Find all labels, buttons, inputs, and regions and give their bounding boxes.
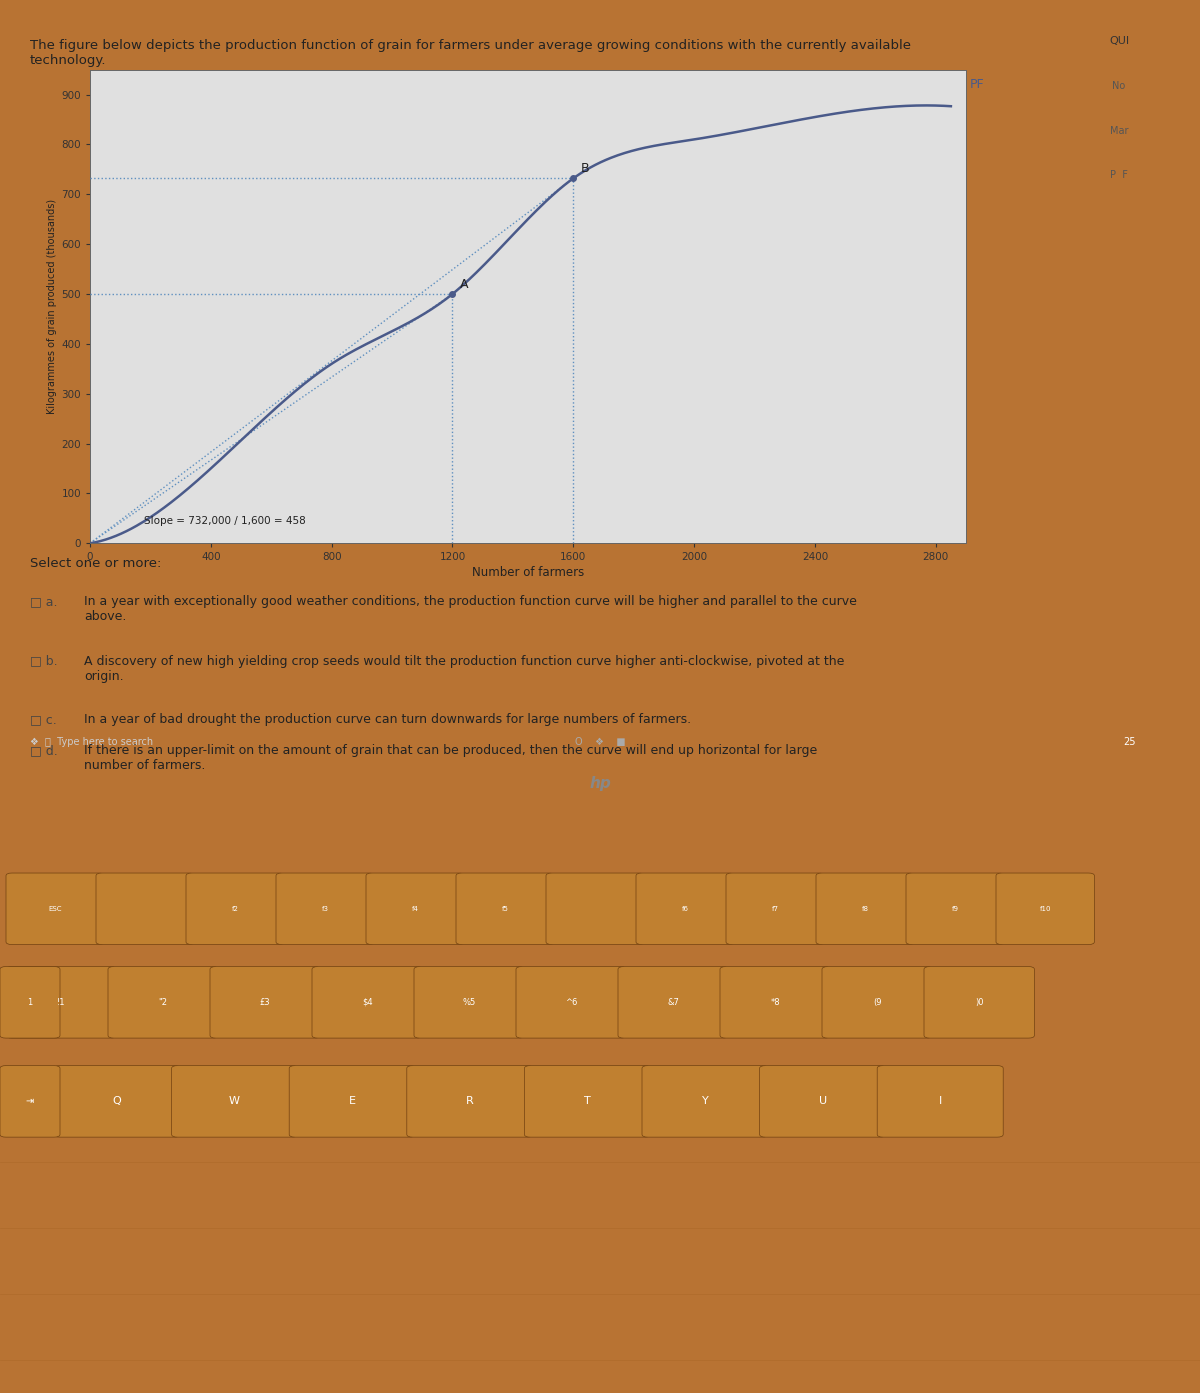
Text: W: W	[229, 1096, 240, 1106]
FancyBboxPatch shape	[456, 873, 554, 944]
FancyBboxPatch shape	[822, 967, 932, 1038]
FancyBboxPatch shape	[407, 1066, 533, 1137]
Text: %5: %5	[462, 997, 476, 1007]
FancyBboxPatch shape	[877, 1066, 1003, 1137]
Text: Mar: Mar	[1110, 125, 1128, 135]
Text: E: E	[349, 1096, 355, 1106]
FancyBboxPatch shape	[726, 873, 824, 944]
FancyBboxPatch shape	[0, 1066, 60, 1137]
Text: □ d.: □ d.	[30, 744, 58, 756]
FancyBboxPatch shape	[906, 873, 1004, 944]
FancyBboxPatch shape	[54, 1066, 180, 1137]
Text: If there is an upper-limit on the amount of grain that can be produced, then the: If there is an upper-limit on the amount…	[84, 744, 817, 772]
FancyBboxPatch shape	[618, 967, 728, 1038]
Text: In a year of bad drought the production curve can turn downwards for large numbe: In a year of bad drought the production …	[84, 713, 691, 726]
Text: ⇥: ⇥	[26, 1096, 34, 1106]
Text: R: R	[466, 1096, 474, 1106]
Text: ^6: ^6	[565, 997, 577, 1007]
Text: ❖  ⌕  Type here to search: ❖ ⌕ Type here to search	[30, 737, 152, 747]
Text: f7: f7	[772, 905, 779, 912]
Text: B: B	[581, 163, 589, 176]
Text: T: T	[584, 1096, 590, 1106]
Text: ESC: ESC	[48, 905, 62, 912]
Text: 1: 1	[28, 997, 32, 1007]
Text: Q: Q	[113, 1096, 121, 1106]
FancyBboxPatch shape	[276, 873, 374, 944]
FancyBboxPatch shape	[924, 967, 1034, 1038]
FancyBboxPatch shape	[816, 873, 914, 944]
FancyBboxPatch shape	[414, 967, 524, 1038]
Y-axis label: Kilogrammes of grain produced (thousands): Kilogrammes of grain produced (thousands…	[47, 199, 58, 414]
Text: Slope = 732,000 / 1,600 = 458: Slope = 732,000 / 1,600 = 458	[144, 517, 306, 527]
FancyBboxPatch shape	[6, 873, 104, 944]
FancyBboxPatch shape	[760, 1066, 886, 1137]
Text: QUI: QUI	[1109, 36, 1129, 46]
Text: 25: 25	[1123, 737, 1135, 747]
Text: *8: *8	[770, 997, 780, 1007]
FancyBboxPatch shape	[636, 873, 734, 944]
FancyBboxPatch shape	[289, 1066, 415, 1137]
Text: □ a.: □ a.	[30, 595, 58, 607]
Text: &7: &7	[667, 997, 679, 1007]
FancyBboxPatch shape	[6, 967, 116, 1038]
Text: In a year with exceptionally good weather conditions, the production function cu: In a year with exceptionally good weathe…	[84, 595, 857, 623]
Text: hp: hp	[589, 776, 611, 791]
Text: □ c.: □ c.	[30, 713, 56, 726]
Text: "2: "2	[158, 997, 168, 1007]
Text: I: I	[938, 1096, 942, 1106]
Text: !1: !1	[56, 997, 66, 1007]
FancyBboxPatch shape	[642, 1066, 768, 1137]
Text: (9: (9	[872, 997, 882, 1007]
Text: A: A	[460, 279, 468, 291]
X-axis label: Number of farmers: Number of farmers	[472, 567, 584, 579]
FancyBboxPatch shape	[720, 967, 830, 1038]
FancyBboxPatch shape	[516, 967, 626, 1038]
FancyBboxPatch shape	[996, 873, 1094, 944]
Text: Y: Y	[702, 1096, 708, 1106]
Text: f5: f5	[502, 905, 509, 912]
Text: $4: $4	[362, 997, 372, 1007]
Text: Select one or more:: Select one or more:	[30, 557, 161, 570]
Text: P  F: P F	[1110, 170, 1128, 181]
FancyBboxPatch shape	[186, 873, 284, 944]
Text: f9: f9	[952, 905, 959, 912]
Text: £3: £3	[260, 997, 270, 1007]
FancyBboxPatch shape	[546, 873, 644, 944]
Text: f10: f10	[1039, 905, 1051, 912]
FancyBboxPatch shape	[366, 873, 464, 944]
Text: No: No	[1112, 81, 1126, 91]
Text: f8: f8	[862, 905, 869, 912]
Text: U: U	[818, 1096, 827, 1106]
Text: f6: f6	[682, 905, 689, 912]
FancyBboxPatch shape	[524, 1066, 650, 1137]
FancyBboxPatch shape	[0, 967, 60, 1038]
Text: The figure below depicts the production function of grain for farmers under aver: The figure below depicts the production …	[30, 39, 911, 67]
Text: A discovery of new high yielding crop seeds would tilt the production function c: A discovery of new high yielding crop se…	[84, 655, 845, 683]
FancyBboxPatch shape	[172, 1066, 298, 1137]
FancyBboxPatch shape	[210, 967, 320, 1038]
Text: □ b.: □ b.	[30, 655, 58, 667]
FancyBboxPatch shape	[108, 967, 218, 1038]
Text: f4: f4	[412, 905, 419, 912]
FancyBboxPatch shape	[96, 873, 194, 944]
Text: O    ❖    ■: O ❖ ■	[575, 737, 625, 747]
Text: f3: f3	[322, 905, 329, 912]
Text: )0: )0	[974, 997, 984, 1007]
Text: PF: PF	[970, 78, 984, 91]
Text: f2: f2	[232, 905, 239, 912]
FancyBboxPatch shape	[312, 967, 422, 1038]
